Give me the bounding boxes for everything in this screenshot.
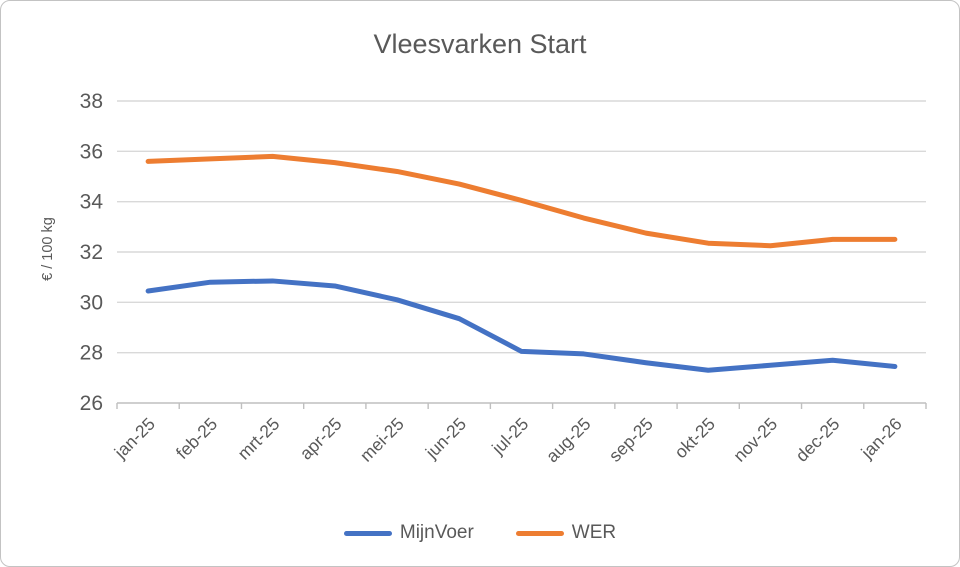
x-tick-label: nov-25: [729, 414, 781, 466]
x-tick-label: okt-25: [670, 414, 719, 463]
x-tick-label: mrt-25: [234, 414, 284, 464]
y-tick-label: 34: [80, 191, 104, 214]
legend-swatch-mijnvoer: [343, 530, 392, 536]
y-tick-label: 38: [80, 90, 103, 113]
legend-label-wer: WER: [571, 522, 617, 543]
series-line-mijnvoer: [145, 278, 898, 373]
legend-label-mijnvoer: MijnVoer: [399, 522, 474, 543]
legend-swatch-wer: [515, 530, 564, 536]
x-tick-label: jun-25: [421, 414, 470, 463]
chart-legend: MijnVoer WER: [1, 522, 959, 544]
series-line-wer: [145, 153, 898, 249]
y-tick-label: 30: [80, 291, 103, 314]
x-tick-label: feb-25: [172, 414, 221, 463]
y-tick-label: 36: [80, 140, 103, 163]
legend-item-wer: WER: [515, 522, 617, 544]
legend-item-mijnvoer: MijnVoer: [343, 522, 474, 544]
y-tick-label: 26: [80, 392, 103, 415]
x-tick-label: mei-25: [356, 414, 408, 466]
x-tick-label: sep-25: [605, 414, 657, 466]
x-tick-label: jan-26: [856, 414, 905, 463]
y-tick-label: 32: [80, 241, 103, 264]
chart-title: Vleesvarken Start: [373, 29, 587, 59]
x-tick-label: dec-25: [791, 414, 843, 466]
x-tick-label: aug-25: [542, 414, 595, 467]
x-tick-label: jan-25: [110, 414, 159, 463]
y-tick-label: 28: [80, 342, 103, 365]
x-tick-label: apr-25: [296, 414, 346, 464]
x-tick-label: jul-25: [487, 414, 532, 459]
